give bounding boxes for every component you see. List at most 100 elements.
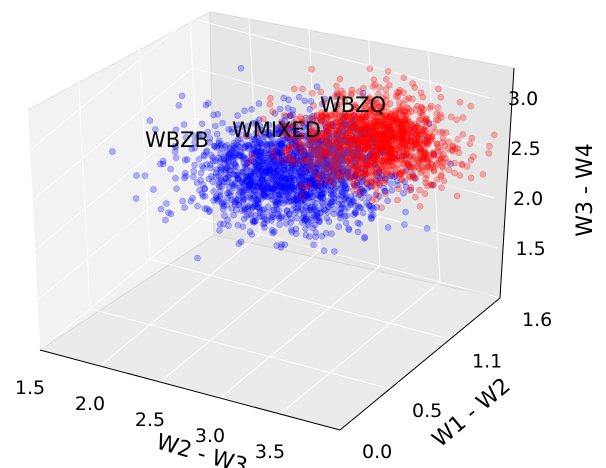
data-point — [221, 178, 228, 186]
data-point — [277, 127, 285, 134]
data-point — [251, 200, 259, 208]
data-point — [264, 128, 272, 135]
data-point — [226, 174, 233, 182]
data-point — [278, 169, 285, 176]
data-point — [353, 179, 361, 187]
data-point — [346, 120, 354, 128]
data-point — [337, 119, 345, 126]
data-point — [236, 143, 243, 150]
data-point — [315, 139, 323, 146]
data-point — [345, 168, 352, 176]
data-point — [217, 150, 224, 157]
data-point — [281, 166, 289, 173]
data-point — [359, 187, 367, 195]
data-point — [302, 191, 310, 199]
data-point — [367, 215, 375, 222]
data-point — [327, 156, 335, 163]
data-point — [257, 195, 265, 203]
data-point — [249, 136, 256, 143]
data-point — [282, 213, 290, 220]
data-point — [361, 131, 369, 138]
data-point — [281, 155, 289, 163]
data-point — [234, 176, 242, 183]
data-point — [268, 175, 276, 182]
data-point — [342, 131, 350, 138]
data-point — [346, 127, 353, 134]
data-point — [229, 182, 236, 189]
data-point — [297, 169, 304, 177]
data-point — [287, 187, 294, 194]
data-point — [393, 156, 401, 163]
data-point — [354, 176, 362, 184]
data-point — [133, 172, 140, 179]
data-point — [320, 167, 328, 175]
data-point — [225, 151, 232, 159]
data-point — [238, 188, 245, 195]
data-point — [264, 142, 271, 150]
data-point — [254, 142, 262, 150]
data-point — [257, 141, 265, 148]
data-point — [302, 225, 309, 233]
data-point — [365, 125, 373, 133]
data-point — [363, 162, 371, 169]
data-point — [313, 208, 320, 215]
data-point — [231, 184, 238, 191]
data-point — [310, 136, 318, 144]
grid-line — [34, 117, 196, 251]
data-point — [282, 124, 290, 132]
data-point — [277, 157, 285, 165]
data-point — [240, 215, 248, 223]
data-point — [249, 179, 256, 187]
data-point — [272, 180, 280, 187]
data-point — [264, 179, 272, 187]
data-point — [318, 167, 325, 174]
data-point — [381, 120, 388, 127]
data-point — [402, 167, 410, 174]
data-point — [327, 163, 335, 171]
data-point — [250, 159, 258, 166]
data-point — [396, 99, 403, 106]
data-point — [356, 220, 363, 228]
grid-line — [279, 281, 441, 415]
data-point — [337, 205, 345, 213]
data-point — [289, 111, 296, 118]
data-point — [259, 165, 266, 173]
data-point — [235, 129, 242, 136]
data-point — [330, 163, 337, 171]
data-point — [310, 241, 317, 249]
data-point — [273, 130, 281, 137]
data-point — [362, 163, 370, 170]
data-point — [322, 157, 330, 165]
data-point — [317, 194, 324, 201]
data-point — [358, 178, 365, 186]
data-point — [259, 172, 267, 180]
data-point — [440, 177, 448, 185]
data-point — [451, 159, 459, 167]
data-point — [343, 149, 351, 156]
data-point — [231, 167, 239, 175]
data-point — [288, 184, 296, 191]
data-point — [238, 178, 246, 185]
data-point — [349, 198, 356, 206]
data-point — [272, 181, 279, 189]
data-point — [302, 168, 310, 175]
data-point — [302, 192, 310, 199]
data-point — [259, 152, 267, 159]
data-point — [397, 118, 405, 126]
data-point — [299, 171, 306, 178]
data-point — [319, 136, 327, 144]
data-point — [163, 200, 170, 207]
grid-line — [29, 17, 191, 151]
data-point — [307, 162, 314, 170]
data-point — [407, 186, 415, 193]
data-point — [228, 205, 235, 212]
data-point — [354, 142, 362, 149]
data-point — [251, 166, 258, 174]
data-point — [181, 156, 189, 164]
data-point — [433, 140, 441, 148]
data-point — [238, 169, 246, 177]
data-point — [333, 89, 341, 97]
data-point — [280, 185, 288, 192]
data-point — [193, 179, 201, 186]
